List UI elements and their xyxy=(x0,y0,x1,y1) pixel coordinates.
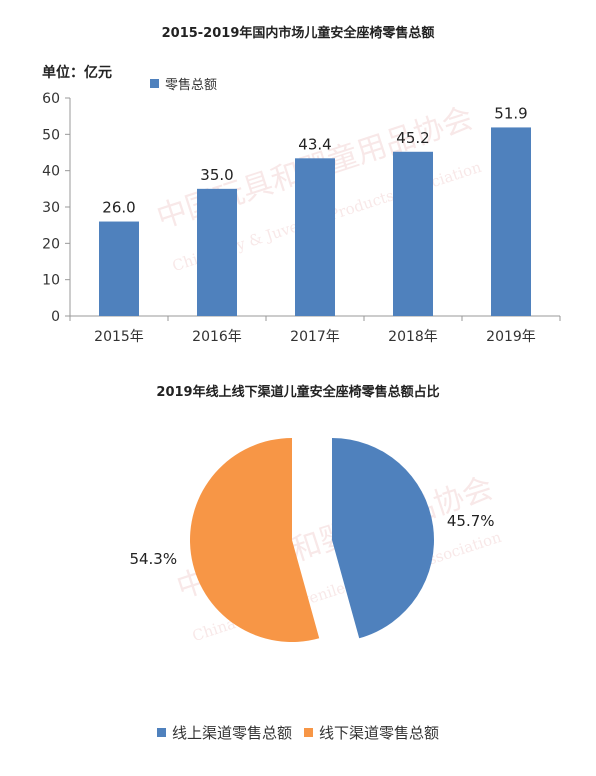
pie-legend-swatch-offline xyxy=(304,728,313,737)
bar-data-label: 45.2 xyxy=(396,129,429,147)
y-tick-label: 0 xyxy=(51,309,60,325)
pie-slice-offline xyxy=(189,438,320,642)
bar xyxy=(393,151,433,316)
x-tick-label: 2018年 xyxy=(388,329,438,345)
pie-data-label-online: 45.7% xyxy=(447,512,495,530)
bar-legend-label: 零售总额 xyxy=(165,78,218,93)
pie-data-label-offline: 54.3% xyxy=(129,550,177,568)
bar xyxy=(197,188,237,316)
bar-data-label: 51.9 xyxy=(494,104,527,122)
y-tick-label: 40 xyxy=(42,164,60,180)
bar xyxy=(491,127,531,317)
y-tick-label: 50 xyxy=(42,127,60,143)
bar-data-label: 26.0 xyxy=(102,199,135,217)
pie-legend-swatch-online xyxy=(156,728,166,737)
x-tick-label: 2015年 xyxy=(94,329,144,345)
y-tick-label: 60 xyxy=(42,91,60,107)
y-tick-label: 30 xyxy=(42,200,60,216)
pie-legend-item-offline: 线下渠道零售总额 xyxy=(304,722,439,743)
pie-legend: 线上渠道零售总额 线下渠道零售总额 xyxy=(0,722,596,743)
pie-legend-label-offline: 线下渠道零售总额 xyxy=(319,724,440,742)
y-tick-label: 10 xyxy=(42,273,60,289)
bar-legend: 零售总额 xyxy=(150,74,217,93)
y-tick-label: 20 xyxy=(42,236,60,252)
unit-label: 单位：亿元 xyxy=(42,65,112,81)
bar-chart-title: 2015-2019年国内市场儿童安全座椅零售总额 xyxy=(161,26,435,41)
pie-legend-item-online: 线上渠道零售总额 xyxy=(156,722,292,743)
pie-legend-label-online: 线上渠道零售总额 xyxy=(171,724,292,742)
bar xyxy=(295,158,335,316)
x-tick-label: 2019年 xyxy=(486,329,536,345)
bar-data-label: 35.0 xyxy=(200,166,233,184)
bar xyxy=(99,221,139,316)
x-tick-label: 2016年 xyxy=(192,329,242,345)
bar-data-label: 43.4 xyxy=(298,135,331,153)
bar-legend-swatch xyxy=(150,79,159,88)
pie-slice-online xyxy=(332,438,434,639)
pie-chart-title: 2019年线上线下渠道儿童安全座椅零售总额占比 xyxy=(156,385,440,400)
x-tick-label: 2017年 xyxy=(290,329,340,345)
bar-chart: 0 10 20 30 40 50 60 26.0 2015年 35.0 2016年 43.4 2017年… xyxy=(42,91,561,345)
